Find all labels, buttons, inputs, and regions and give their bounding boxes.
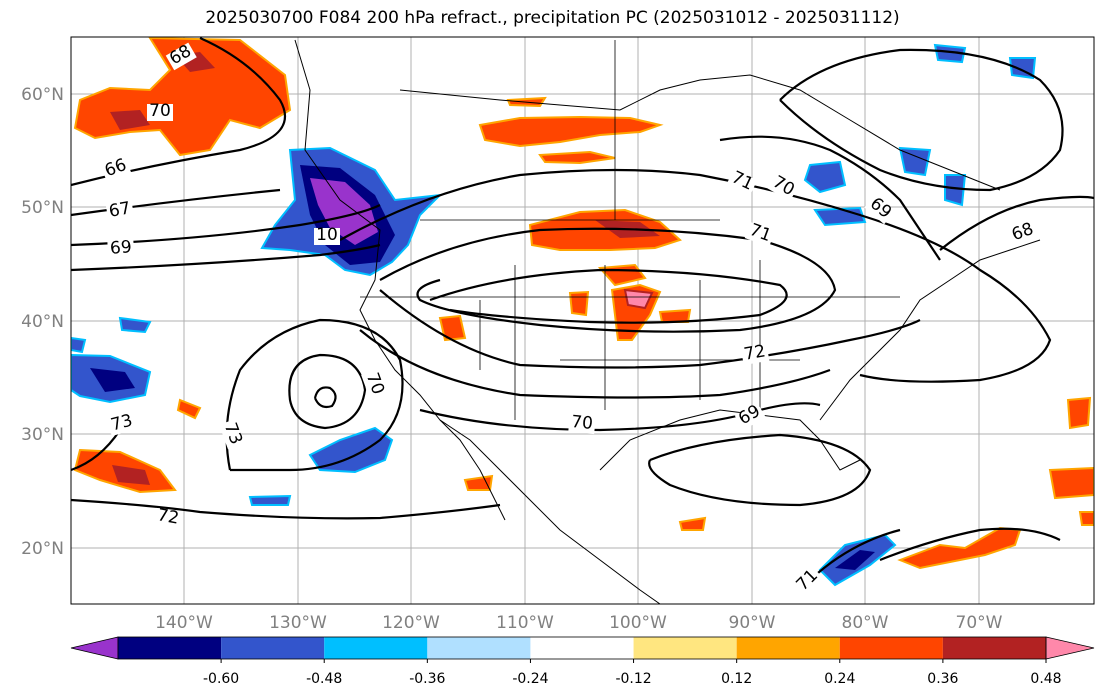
colorbar-bin (324, 637, 428, 659)
precip-patch-atlantic-2 (1066, 396, 1092, 430)
precip-patch-hudson-small (538, 150, 616, 165)
contour-label: 67 (107, 198, 132, 221)
lon-label: 80°W (842, 613, 889, 633)
colorbar-tick-label: -0.60 (203, 671, 239, 687)
lon-label: 140°W (155, 613, 213, 633)
colorbar-bin (736, 637, 840, 659)
precip-patch-great-lakes (803, 160, 847, 194)
longitude-labels: 140°W 130°W 120°W 110°W 100°W 90°W 80°W 70°W (155, 613, 1003, 633)
precip-patch-gulf-small (678, 516, 707, 531)
colorbar-tick-label: -0.36 (409, 671, 445, 687)
contour-label: 10 (316, 225, 338, 245)
precip-patch-labrador (933, 43, 967, 64)
contour-label: 70 (149, 101, 171, 121)
colorbar-tick-label: -0.48 (306, 671, 342, 687)
precip-patch-plains-5 (438, 314, 467, 342)
contour-label: 69 (109, 237, 132, 259)
colorbar-tick-label: -0.12 (615, 671, 651, 687)
precip-patch-baja-small (248, 494, 292, 506)
precip-patch-atlantic (1048, 466, 1094, 500)
precip-patch-baja (308, 426, 394, 474)
map-frame (70, 36, 1095, 605)
lat-label: 60°N (21, 85, 64, 105)
precip-patch-quebec (898, 146, 932, 177)
latitude-labels: 60°N 50°N 40°N 30°N 20°N (21, 85, 64, 559)
lon-label: 130°W (269, 613, 327, 633)
colorbar-tick-label: 0.12 (721, 671, 752, 687)
precip-patch-pacific-small-2 (71, 336, 87, 354)
colorbar-extend-high (1045, 636, 1095, 660)
precip-patch-caribbean (897, 526, 1022, 570)
contour-label: 72 (742, 341, 767, 364)
refractivity-contours (71, 37, 1094, 586)
precip-patch-pacific-west-core (90, 368, 135, 392)
coastlines (294, 39, 1041, 604)
colorbar-bin (633, 637, 737, 659)
precip-patch-southwest-pacific-core (112, 465, 150, 485)
precip-patch-plains-4 (568, 290, 590, 317)
colorbar-bin (530, 637, 634, 659)
colorbar-bin (118, 637, 222, 659)
lon-label: 120°W (382, 613, 440, 633)
colorbar-tick-label: 0.24 (824, 671, 855, 687)
colorbar-bin (942, 637, 1046, 659)
lat-label: 50°N (21, 198, 64, 218)
colorbar-bin (221, 637, 325, 659)
precip-patch-atlantic-3 (1078, 511, 1094, 526)
lat-label: 20°N (21, 539, 64, 559)
colorbar-outline (117, 636, 1047, 660)
precip-patch-plains-2-core (623, 288, 654, 310)
lat-label: 40°N (21, 312, 64, 332)
precip-patch-quebec-2 (944, 174, 967, 207)
lon-label: 110°W (496, 613, 554, 633)
contour-label: 72 (156, 505, 181, 528)
colorbar-tick-label: 0.36 (927, 671, 958, 687)
precip-patch-pacific-small (118, 316, 152, 334)
colorbar-ticks: -0.60 -0.48 -0.36 -0.24 -0.12 0.12 0.24 0.36 0.4… (203, 659, 1062, 687)
lat-label: 30°N (21, 425, 64, 445)
colorbar-bins (70, 636, 1095, 660)
colorbar-extend-low (70, 636, 119, 660)
contour-label: 70 (570, 412, 593, 434)
colorbar-tick-label: 0.48 (1030, 671, 1061, 687)
precip-patch-alaska-core (110, 110, 150, 130)
map-title: 2025030700 F084 200 hPa refract., precip… (205, 8, 900, 28)
colorbar-bin (427, 637, 531, 659)
colorbar-bin (839, 637, 943, 659)
precip-patch-cuba-navy (835, 550, 875, 570)
precip-patch-small-orange (176, 398, 202, 420)
lon-label: 90°W (729, 613, 776, 633)
lon-label: 70°W (956, 613, 1003, 633)
colorbar-tick-label: -0.24 (512, 671, 548, 687)
lon-label: 100°W (609, 613, 667, 633)
